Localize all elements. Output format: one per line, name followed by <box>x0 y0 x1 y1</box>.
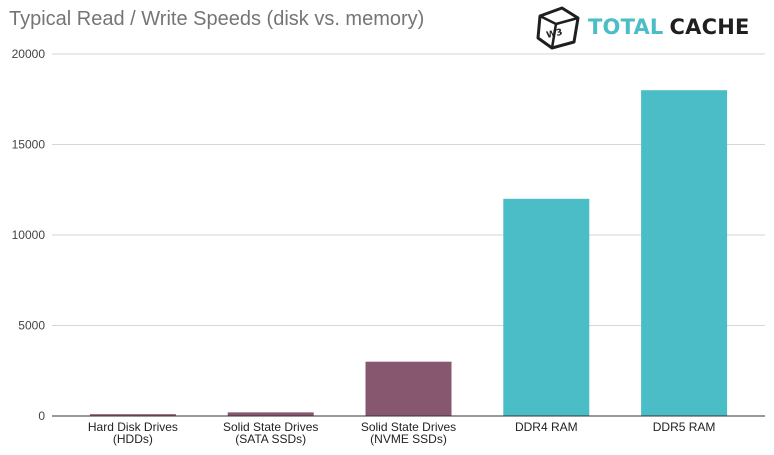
x-tick-label-line: (NVME SSDs) <box>370 432 447 446</box>
x-tick-label-line: Solid State Drives <box>223 420 318 434</box>
x-tick-label-line: Solid State Drives <box>361 420 456 434</box>
y-tick-label: 20000 <box>12 47 46 61</box>
x-tick-label-line: (SATA SSDs) <box>235 432 306 446</box>
x-tick-label-line: Hard Disk Drives <box>88 420 178 434</box>
x-tick-label: Hard Disk Drives (HDDs) <box>88 420 178 446</box>
x-tick-label: Solid State Drives (NVME SSDs) <box>361 420 456 446</box>
x-tick-label: DDR4 RAM <box>515 420 578 434</box>
bar <box>365 361 452 416</box>
bar <box>89 414 176 416</box>
y-tick-label: 5000 <box>18 319 45 333</box>
bar <box>641 90 728 416</box>
x-tick-label: Solid State Drives (SATA SSDs) <box>223 420 318 446</box>
bar <box>503 198 590 416</box>
y-tick-label: 10000 <box>12 228 46 242</box>
chart-title: Typical Read / Write Speeds (disk vs. me… <box>9 8 425 30</box>
x-tick-label-line: (HDDs) <box>113 432 153 446</box>
x-tick-label: DDR5 RAM <box>653 420 716 434</box>
w3-cube-icon: W3 <box>536 6 580 50</box>
w3-total-cache-logo: W3 TOTAL CACHE <box>534 4 750 50</box>
x-tick-label-line: DDR5 RAM <box>653 420 716 434</box>
logo-badge-text: W3 <box>546 28 564 41</box>
logo-wordmark: TOTAL CACHE <box>588 15 750 39</box>
y-tick-label: 15000 <box>12 138 46 152</box>
x-tick-label-line: DDR4 RAM <box>515 420 578 434</box>
y-tick-label: 0 <box>38 409 45 423</box>
bar <box>227 412 314 416</box>
logo-word-total: TOTAL <box>588 15 664 39</box>
logo-word-cache: CACHE <box>669 15 750 39</box>
